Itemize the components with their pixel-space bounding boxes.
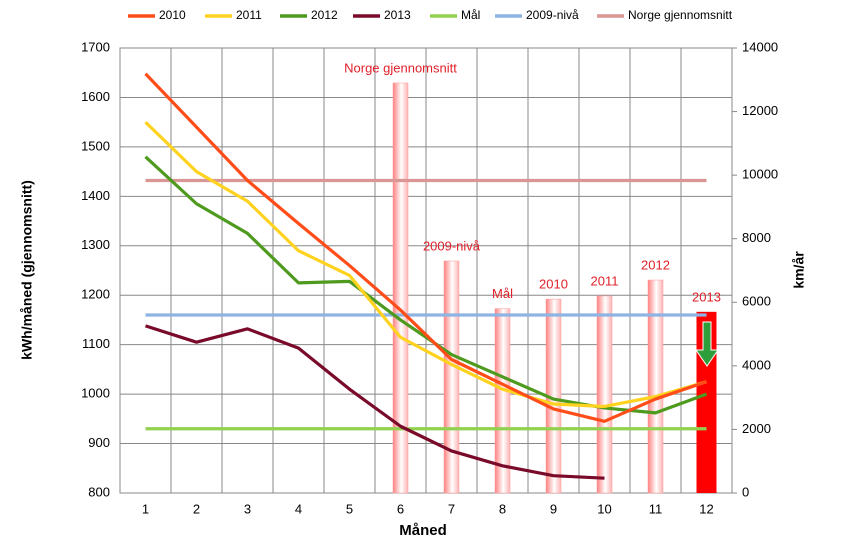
x-axis-title: Måned — [399, 522, 447, 539]
legend-label: 2012 — [311, 8, 338, 22]
bar — [647, 279, 664, 494]
bar-label: 2009-nivå — [423, 238, 481, 253]
x-tick-label: 6 — [397, 501, 404, 516]
x-tick-label: 3 — [244, 501, 251, 516]
y2-tick-label: 12000 — [742, 103, 778, 118]
x-tick-label: 1 — [142, 501, 149, 516]
x-tick-label: 9 — [550, 501, 557, 516]
series-line — [145, 324, 605, 480]
y2-tick-label: 4000 — [742, 357, 771, 372]
bar-label: Mål — [492, 286, 513, 301]
y-tick-label: 900 — [88, 435, 110, 450]
x-tick-label: 10 — [597, 501, 611, 516]
bar-label: 2013 — [692, 289, 721, 304]
bar — [392, 82, 409, 494]
y-axis-title: kWh/måned (gjennomsnitt) — [19, 180, 35, 360]
y2-tick-label: 0 — [742, 484, 749, 499]
x-tick-label: 8 — [499, 501, 506, 516]
y-tick-label: 1100 — [82, 336, 110, 351]
y-tick-label: 1400 — [81, 188, 110, 203]
legend-label: 2009-nivå — [526, 8, 579, 22]
y-tick-label: 1200 — [81, 287, 110, 302]
y2-tick-label: 10000 — [742, 167, 778, 182]
y2-tick-label: 14000 — [742, 39, 778, 54]
y-tick-label: 1000 — [81, 386, 110, 401]
y-tick-label: 800 — [88, 484, 110, 499]
x-tick-label: 12 — [699, 501, 713, 516]
y2-tick-label: 8000 — [742, 230, 771, 245]
y2-axis-title: km/år — [791, 251, 807, 289]
bar — [596, 295, 613, 494]
y-tick-label: 1300 — [81, 237, 110, 252]
bar-label: 2012 — [641, 257, 670, 272]
x-tick-label: 2 — [193, 501, 200, 516]
x-tick-label: 7 — [448, 501, 455, 516]
bar — [494, 308, 511, 494]
bar-label: Norge gjennomsnitt — [344, 60, 457, 75]
legend-label: 2013 — [384, 8, 411, 22]
y-tick-label: 1600 — [81, 89, 110, 104]
legend-label: Mål — [461, 8, 480, 22]
y2-tick-label: 6000 — [742, 294, 771, 309]
series-line — [144, 72, 708, 423]
x-tick-label: 11 — [649, 501, 663, 516]
x-tick-label: 4 — [295, 501, 302, 516]
y-tick-label: 1700 — [81, 39, 110, 54]
bar-label: 2011 — [591, 273, 619, 288]
legend-label: 2010 — [159, 8, 186, 22]
legend-label: Norge gjennomsnitt — [628, 8, 733, 22]
series-line — [144, 155, 708, 415]
bar-label: 2010 — [539, 277, 568, 292]
legend-label: 2011 — [236, 8, 262, 22]
series-line — [144, 121, 707, 409]
y-tick-label: 1500 — [81, 138, 110, 153]
arrow — [695, 321, 719, 367]
y2-tick-label: 2000 — [742, 421, 771, 436]
x-tick-label: 5 — [346, 501, 353, 516]
bar — [443, 260, 460, 494]
